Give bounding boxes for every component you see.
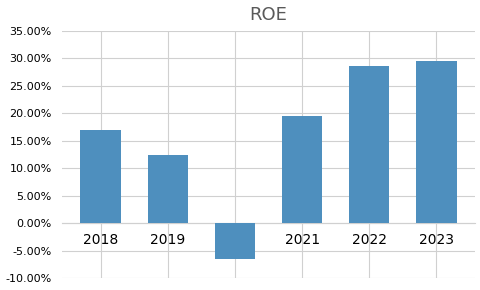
Bar: [80, 130, 120, 223]
Bar: [416, 61, 456, 223]
Bar: [214, 223, 254, 259]
Bar: [348, 66, 389, 223]
Bar: [281, 116, 322, 223]
Title: ROE: ROE: [249, 6, 287, 23]
Bar: [147, 155, 188, 223]
